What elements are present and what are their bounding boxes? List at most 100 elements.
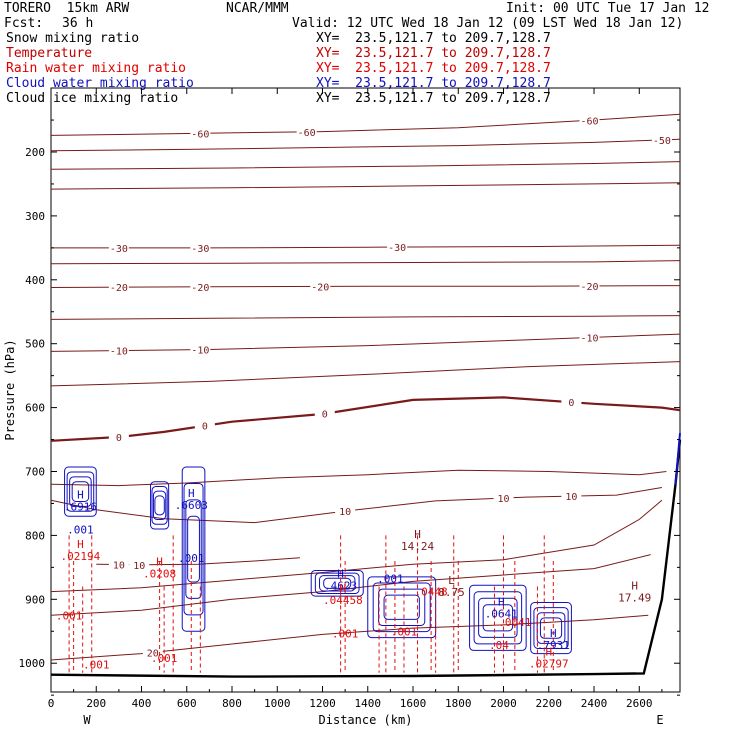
cloud-contour-1 (152, 490, 167, 521)
isotherm-label: -60 (298, 128, 316, 139)
isotherm-label-bg (561, 396, 582, 408)
extremum-value: .02797 (529, 657, 569, 670)
extremum-symbol: H (545, 645, 552, 658)
cloud-contour-6 (530, 601, 572, 655)
cloud-contour-5 (469, 584, 527, 651)
isotherm-line-4 (51, 244, 681, 249)
extremum-value: .0208 (143, 567, 176, 580)
extremum-value: .6603 (175, 499, 208, 512)
cloud-contour-4 (378, 588, 426, 626)
header-center: NCAR/MMM (226, 1, 289, 16)
contour-label: .001 (67, 523, 94, 536)
isotherm-label-bg (190, 241, 211, 253)
extremum-value: 8.75 (438, 586, 465, 599)
isotherm-label-bg (108, 344, 129, 356)
y-tick-label: 1000 (19, 657, 46, 670)
isotherm-label: -10 (110, 347, 128, 358)
extremum-value: .7931 (537, 639, 570, 652)
isotherm-label-bg (579, 331, 600, 343)
cloud-contour-5 (473, 591, 523, 645)
field-xy-cloud-ice: XY= 23.5,121.7 to 209.7,128.7 (316, 91, 551, 106)
isotherm-label: 10 (133, 561, 145, 572)
cloud-contour-1 (150, 481, 170, 530)
isotherm-label: -20 (110, 283, 128, 294)
cloud-contour-6 (539, 617, 563, 639)
isotherm-label: -20 (311, 282, 329, 293)
isotherm-line-10 (50, 396, 681, 442)
cloud-contour-0 (66, 471, 95, 512)
isotherm-label-bg (129, 558, 150, 570)
contour-label: .001 (332, 628, 359, 641)
cloud-contour-2 (183, 482, 204, 616)
isotherm-label-bg (579, 114, 600, 126)
isotherm-label-bg (108, 430, 129, 442)
isotherm-line-14 (50, 499, 663, 593)
isotherm-label: 0 (322, 410, 328, 421)
y-tick-label: 700 (25, 466, 45, 479)
x-tick-label: 1600 (400, 697, 427, 710)
x-tick-label: 2000 (490, 697, 517, 710)
isotherm-label: -10 (580, 333, 598, 344)
isotherm-line-5 (50, 260, 681, 265)
field-xy-rain: XY= 23.5,121.7 to 209.7,128.7 (316, 61, 551, 76)
cloud-contour-0 (69, 476, 92, 507)
extremum-value: .6916 (64, 500, 97, 513)
x-tick-label: 1000 (264, 697, 291, 710)
isotherm-line-3 (50, 182, 681, 190)
isotherm-label: -10 (191, 346, 209, 357)
extremum-value: .0641 (485, 608, 518, 621)
west-label: W (83, 713, 91, 727)
y-tick-label: 600 (25, 402, 45, 415)
field-name-cloud-ice: Cloud ice mixing ratio (6, 91, 179, 106)
x-tick-label: 2200 (536, 697, 563, 710)
isotherm-label-bg (190, 280, 211, 292)
extremum-symbol: H (340, 582, 347, 595)
isotherm-label: -30 (110, 244, 128, 255)
extremum-symbol: H (77, 538, 84, 551)
y-tick-label: 300 (25, 210, 45, 223)
extremum-symbol: H (414, 528, 421, 541)
isotherm-label: 0 (116, 433, 122, 444)
header-fcst-label: Fcst: (4, 16, 44, 31)
isotherm-label: 10 (497, 494, 509, 505)
y-tick-label: 900 (25, 593, 45, 606)
isotherm-label-bg (493, 492, 514, 504)
extremum-value: .4623 (324, 579, 357, 592)
terrain-line (50, 439, 682, 678)
x-tick-label: 800 (222, 697, 242, 710)
isotherm-label-bg (387, 241, 408, 253)
isotherm-label: -20 (191, 283, 209, 294)
isotherm-label: -50 (653, 136, 671, 147)
x-tick-label: 1200 (309, 697, 336, 710)
x-tick-label: 2600 (626, 697, 653, 710)
field-name-temperature: Temperature (6, 46, 93, 61)
cloud-contour-3 (310, 570, 364, 597)
isotherm-label-bg (108, 241, 129, 253)
x-tick-label: 400 (132, 697, 152, 710)
y-axis-label: Pressure (hPa) (3, 339, 17, 440)
contour-label: .001 (151, 652, 178, 665)
y-tick-label: 800 (25, 529, 45, 542)
isotherm-label-bg (190, 343, 211, 355)
extremum-value: .02194 (61, 550, 101, 563)
contour-label: .04 (489, 639, 509, 652)
field-name-snow: Snow mixing ratio (6, 31, 140, 46)
isotherm-label: 10 (339, 507, 351, 518)
y-tick-label: 400 (25, 274, 45, 287)
cloud-edge-line (674, 433, 681, 485)
header-model: TORERO 15km ARW (4, 1, 130, 16)
contour-label: .001 (377, 573, 404, 586)
field-name-rain: Rain water mixing ratio (6, 61, 187, 76)
isotherm-label-bg (296, 125, 317, 137)
extremum-symbol: H (550, 627, 557, 640)
isotherm-label-bg (108, 558, 129, 570)
contour-label: .001 (178, 552, 205, 565)
cloud-contour-4 (372, 582, 431, 633)
x-tick-label: 2400 (581, 697, 608, 710)
x-tick-label: 600 (177, 697, 197, 710)
cloud-contour-0 (64, 466, 97, 517)
x-tick-label: 1800 (445, 697, 472, 710)
isotherm-label-bg (579, 279, 600, 291)
isotherm-line-7 (50, 315, 681, 320)
isotherm-line-9 (50, 361, 681, 387)
